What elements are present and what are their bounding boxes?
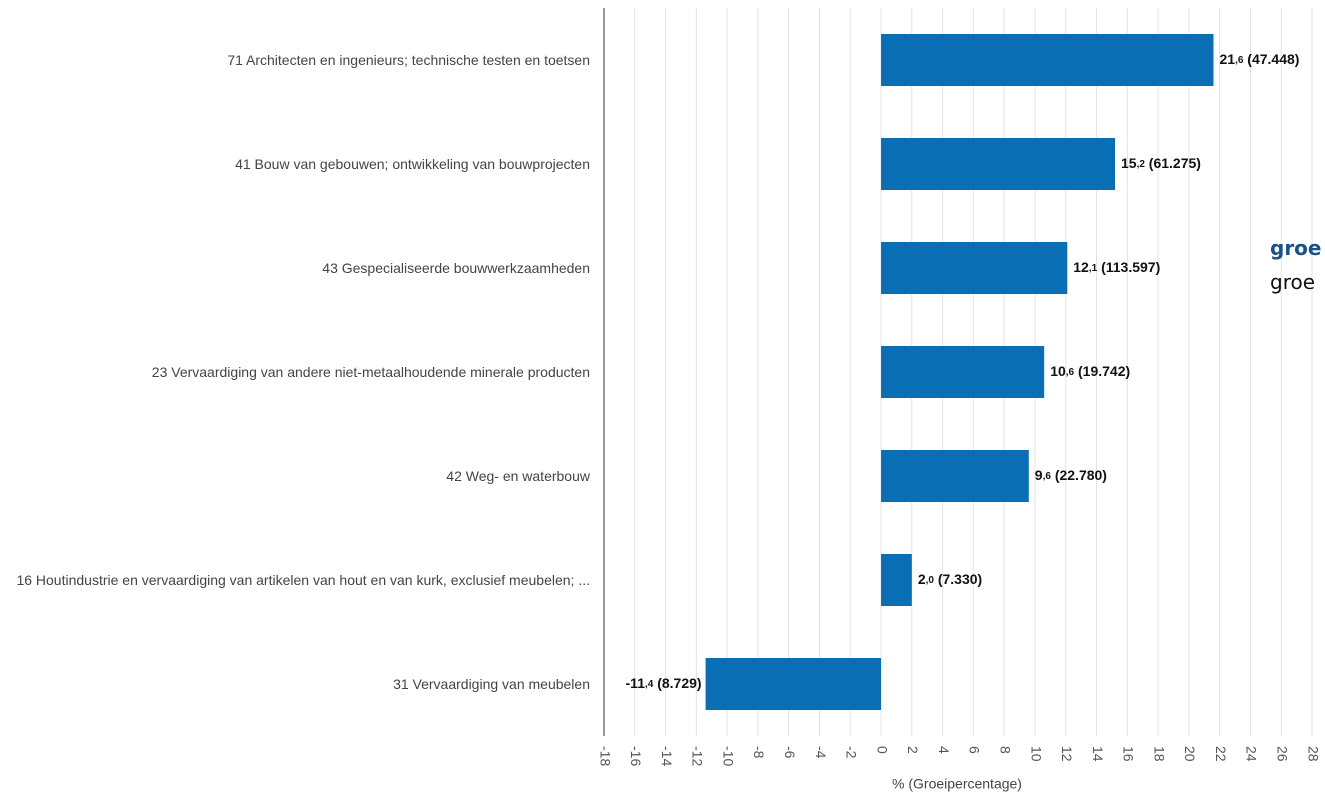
bar (881, 450, 1029, 502)
x-tick-label: 8 (997, 746, 1013, 754)
x-tick-label: 14 (1090, 746, 1106, 762)
x-tick-label: 24 (1244, 746, 1260, 762)
side-text: groe (1270, 270, 1316, 294)
value-label: -11,4 (8.729) (626, 675, 702, 691)
y-tick-label: 41 Bouw van gebouwen; ontwikkeling van b… (235, 156, 590, 172)
x-tick-label: -6 (782, 746, 798, 759)
x-tick-label: 28 (1305, 746, 1321, 762)
y-tick-label: 23 Vervaardiging van andere niet-metaalh… (151, 364, 590, 380)
x-tick-label: 10 (1028, 746, 1044, 762)
value-label: 15,2 (61.275) (1121, 155, 1201, 171)
x-tick-label: -2 (844, 746, 860, 759)
x-axis-title: % (Groeipercentage) (892, 776, 1022, 792)
x-tick-label: 20 (1182, 746, 1198, 762)
value-label: 12,1 (113.597) (1073, 259, 1160, 275)
x-tick-label: -4 (813, 746, 829, 759)
y-tick-label: 16 Houtindustrie en vervaardiging van ar… (16, 572, 590, 588)
x-tick-label: -10 (720, 746, 736, 766)
value-label: 10,6 (19.742) (1050, 363, 1130, 379)
x-tick-label: 22 (1213, 746, 1229, 762)
x-tick-label: 12 (1059, 746, 1075, 762)
x-tick-label: 4 (936, 746, 952, 754)
bar (881, 554, 912, 606)
y-tick-label: 42 Weg- en waterbouw (446, 468, 590, 484)
bar (881, 138, 1115, 190)
x-tick-label: 6 (967, 746, 983, 754)
x-tick-label: -18 (597, 746, 613, 766)
x-tick-label: 16 (1121, 746, 1137, 762)
x-tick-label: 26 (1275, 746, 1291, 762)
x-tick-label: -8 (751, 746, 767, 759)
x-tick-label: 0 (874, 746, 890, 754)
y-tick-label: 31 Vervaardiging van meubelen (393, 676, 590, 692)
value-label: 21,6 (47.448) (1219, 51, 1299, 67)
side-text: groe (1270, 236, 1322, 260)
bar (881, 346, 1045, 398)
y-tick-label: 71 Architecten en ingenieurs; technische… (227, 52, 590, 68)
x-tick-label: 18 (1151, 746, 1167, 762)
x-tick-label: 2 (905, 746, 921, 754)
y-tick-label: 43 Gespecialiseerde bouwwerkzaamheden (322, 260, 590, 276)
x-tick-label: -14 (659, 746, 675, 766)
value-label: 2,0 (7.330) (918, 571, 982, 587)
bar (881, 34, 1214, 86)
bar (881, 242, 1068, 294)
x-tick-label: -12 (690, 746, 706, 766)
value-label: 9,6 (22.780) (1035, 467, 1107, 483)
x-tick-label: -16 (628, 746, 644, 766)
bar (705, 658, 882, 710)
